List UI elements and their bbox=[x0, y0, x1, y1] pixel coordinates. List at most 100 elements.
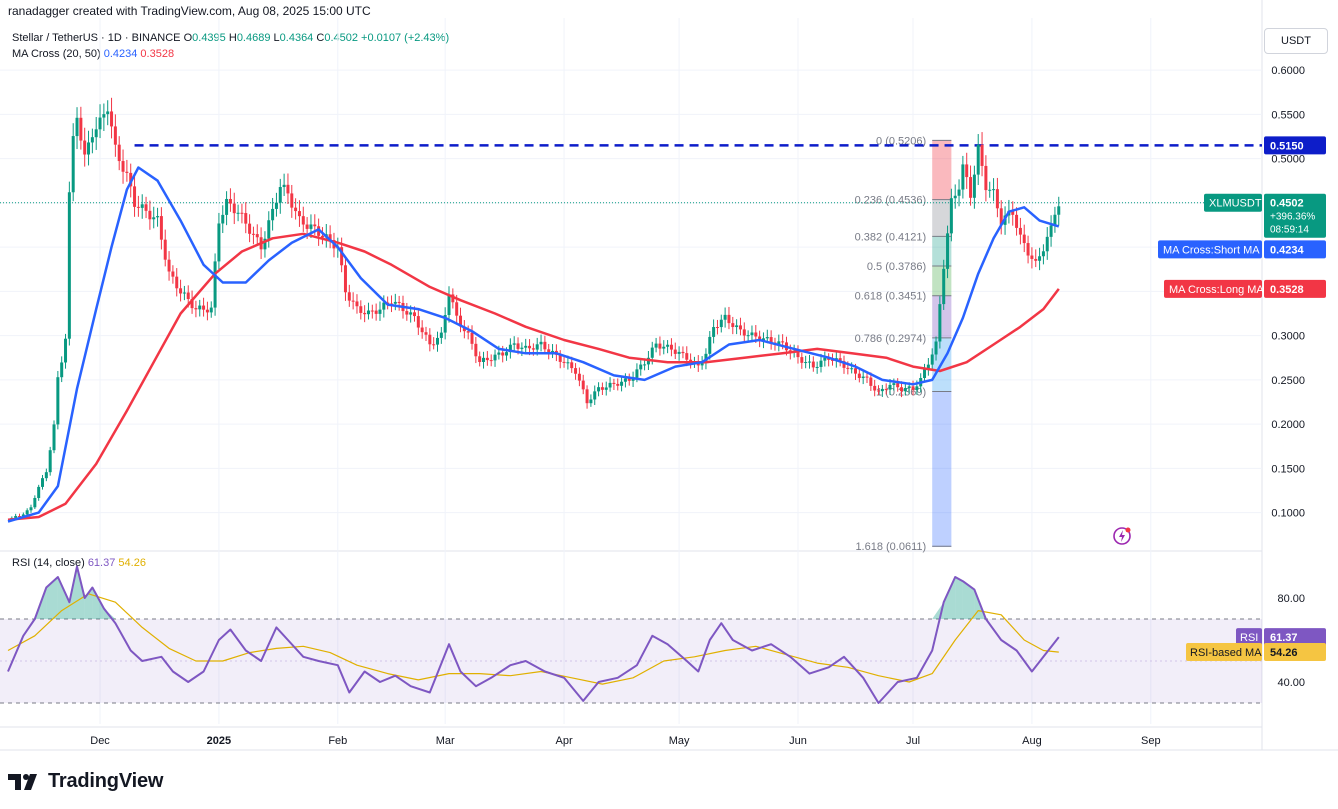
ma-long-value-tag-text: 0.3528 bbox=[1270, 284, 1304, 296]
currency-selector[interactable]: USDT bbox=[1264, 28, 1328, 54]
candle-body bbox=[1045, 236, 1049, 252]
candle-body bbox=[393, 301, 397, 304]
candle-body bbox=[182, 292, 186, 294]
candle-body bbox=[566, 362, 570, 364]
rsi-ma-label-box bbox=[1186, 643, 1262, 662]
price-tick-label: 0.3000 bbox=[1271, 331, 1305, 343]
tradingview-brand[interactable]: TradingView bbox=[8, 770, 163, 793]
candle-body bbox=[25, 510, 29, 515]
candle-body bbox=[639, 364, 643, 370]
candle-body bbox=[589, 399, 593, 404]
candle-body bbox=[106, 111, 110, 115]
rsi-legend[interactable]: RSI (14, close) 61.37 54.26 bbox=[12, 557, 146, 569]
candle-body bbox=[1057, 206, 1061, 215]
candle-body bbox=[136, 206, 140, 208]
candle-body bbox=[969, 177, 973, 198]
ma-cross-title[interactable]: MA Cross (20, 50) bbox=[12, 48, 101, 60]
candle-body bbox=[221, 214, 225, 224]
candle-body bbox=[1049, 225, 1053, 237]
candle-body bbox=[378, 309, 382, 314]
candle-body bbox=[320, 235, 324, 238]
candle-body bbox=[382, 302, 386, 310]
candle-body bbox=[677, 351, 681, 354]
candle-body bbox=[286, 184, 290, 194]
rsi-title[interactable]: RSI (14, close) bbox=[12, 557, 85, 569]
candle-body bbox=[374, 310, 378, 314]
symbol-title[interactable]: Stellar / TetherUS · 1D · BINANCE bbox=[12, 32, 181, 44]
flash-icon[interactable] bbox=[1112, 526, 1132, 546]
symbol-ohlc-row[interactable]: Stellar / TetherUS · 1D · BINANCE O0.439… bbox=[12, 30, 449, 46]
candle-body bbox=[1034, 258, 1038, 261]
candle-body bbox=[574, 368, 578, 374]
candle-body bbox=[190, 299, 194, 309]
price-tick-label: 0.1500 bbox=[1271, 463, 1305, 475]
candle-body bbox=[754, 332, 758, 337]
candle-body bbox=[880, 388, 884, 392]
rsi-ma-value-tag-box bbox=[1264, 643, 1326, 662]
candle-body bbox=[520, 347, 524, 349]
rsi-tick-label: 80.00 bbox=[1277, 593, 1305, 605]
candle-body bbox=[347, 292, 351, 301]
candle-body bbox=[516, 343, 520, 349]
candle-body bbox=[202, 305, 206, 310]
main-legend: Stellar / TetherUS · 1D · BINANCE O0.439… bbox=[12, 30, 449, 62]
time-tick-label: Feb bbox=[328, 735, 347, 747]
rsi-ma-legend-value: 54.26 bbox=[118, 557, 146, 569]
candle-body bbox=[1018, 227, 1022, 235]
fib-level-label: 0.786 (0.2974) bbox=[855, 333, 927, 345]
candle-body bbox=[447, 294, 451, 316]
candle-body bbox=[727, 314, 731, 324]
candle-body bbox=[489, 360, 493, 362]
candle-body bbox=[64, 338, 68, 363]
candle-body bbox=[1022, 234, 1026, 244]
candle-body bbox=[152, 217, 156, 220]
candle-body bbox=[781, 341, 785, 343]
fib-zone bbox=[932, 140, 952, 200]
candle-body bbox=[1038, 256, 1042, 261]
candle-body bbox=[52, 424, 56, 451]
symbol-tag-countdown: 08:59:14 bbox=[1270, 225, 1309, 236]
ma-cross-legend-row[interactable]: MA Cross (20, 50) 0.4234 0.3528 bbox=[12, 46, 449, 62]
candle-body bbox=[926, 364, 930, 370]
ma-long-value-tag-box bbox=[1264, 279, 1326, 298]
candle-body bbox=[117, 144, 121, 162]
candle-body bbox=[133, 186, 137, 207]
candle-body bbox=[505, 352, 509, 356]
candle-body bbox=[274, 202, 278, 209]
candle-body bbox=[1015, 214, 1019, 228]
time-tick-label: Jul bbox=[906, 735, 920, 747]
candle-body bbox=[156, 216, 160, 218]
candle-body bbox=[343, 265, 347, 293]
candle-body bbox=[255, 234, 259, 238]
candle-body bbox=[539, 341, 543, 345]
candle-body bbox=[673, 349, 677, 354]
candle-body bbox=[466, 331, 470, 333]
candle-body bbox=[972, 174, 976, 198]
candle-body bbox=[800, 357, 804, 363]
candle-body bbox=[98, 117, 102, 130]
candle-body bbox=[424, 332, 428, 335]
open-label: O bbox=[183, 32, 193, 44]
ma-short-line bbox=[7, 166, 1060, 523]
candle-body bbox=[846, 367, 850, 369]
rsi-overbought-fill bbox=[77, 566, 85, 619]
candle-body bbox=[861, 376, 865, 379]
candle-body bbox=[593, 391, 597, 400]
ma-short-value-tag-text: 0.4234 bbox=[1270, 244, 1305, 256]
candle-body bbox=[604, 387, 608, 390]
candle-body bbox=[412, 312, 416, 317]
candle-body bbox=[723, 314, 727, 320]
candle-body bbox=[282, 184, 286, 188]
candle-body bbox=[600, 387, 604, 390]
candle-body bbox=[581, 380, 585, 390]
high-label: H bbox=[228, 32, 237, 44]
candle-body bbox=[175, 276, 179, 289]
candle-body bbox=[643, 364, 647, 366]
candle-body bbox=[712, 327, 716, 337]
candle-body bbox=[267, 220, 271, 239]
candle-body bbox=[366, 310, 370, 315]
candle-body bbox=[957, 189, 961, 196]
candle-body bbox=[930, 354, 934, 365]
candle-body bbox=[167, 259, 171, 272]
